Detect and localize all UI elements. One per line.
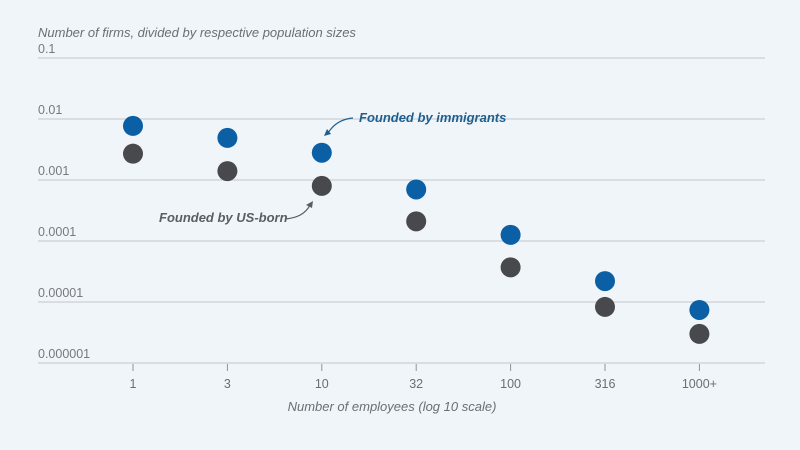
data-point [217,127,238,148]
x-tick-label: 3 [224,377,231,391]
annotation-immigrants-arrowhead [324,129,331,136]
annotation-us-born-label: Founded by US-born [159,210,288,225]
y-tick-label: 0.0001 [38,225,76,239]
annotation-immigrants-arrow [327,117,354,134]
gridlines [38,57,765,364]
x-tick-label: 100 [500,377,521,391]
y-tick-label: 0.000001 [38,347,90,361]
x-tick-label: 1000+ [682,377,717,391]
annotation-immigrants-label: Founded by immigrants [359,110,506,125]
y-tick-label: 0.01 [38,103,62,117]
data-point [123,115,143,136]
y-tick-labels: 0.1 0.01 0.001 0.0001 0.00001 0.000001 [38,42,90,361]
data-point [217,161,238,182]
x-tick-label: 32 [409,377,423,391]
data-point [311,175,332,196]
data-point [595,296,615,317]
annotation-us-born-arrow [284,204,311,220]
data-point [500,257,521,278]
data-point [406,179,427,200]
data-point [500,224,521,245]
y-tick-label: 0.1 [38,42,55,56]
y-tick-label: 0.00001 [38,286,83,300]
x-tick-label: 316 [595,377,616,391]
x-tick-label: 1 [130,377,137,391]
data-points [123,115,710,344]
data-point [406,211,427,232]
series-us-born [123,143,710,344]
annotation-immigrants: Founded by immigrants [324,110,506,136]
annotation-us-born-arrowhead [306,201,313,208]
y-tick-label: 0.001 [38,164,69,178]
y-axis-label: Number of firms, divided by respective p… [38,25,356,40]
data-point [689,323,710,344]
annotation-us-born: Founded by US-born [159,201,313,225]
data-point [311,142,332,163]
x-tick-label: 10 [315,377,329,391]
x-tick-labels: 1 3 10 32 100 316 1000+ [130,364,717,391]
data-point [595,271,615,292]
data-point [123,143,143,164]
x-axis-label: Number of employees (log 10 scale) [288,399,497,414]
data-point [689,299,710,320]
series-immigrants [123,115,710,320]
